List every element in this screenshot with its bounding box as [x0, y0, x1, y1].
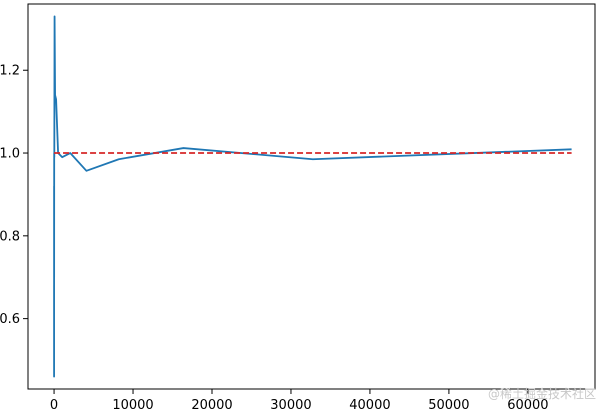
x-tick-label: 40000 — [349, 398, 390, 413]
x-axis: 0 10000 20000 30000 40000 50000 60000 — [50, 389, 549, 413]
series-layer — [53, 15, 572, 378]
series-line — [53, 15, 572, 378]
watermark: @稀土掘金技术社区 — [487, 387, 596, 401]
y-tick-label: 1.0 — [0, 147, 20, 162]
x-tick-label: 10000 — [112, 398, 153, 413]
plot-area — [27, 3, 596, 390]
x-tick-label: 60000 — [507, 398, 548, 413]
y-axis: 0.6 0.8 1.0 1.2 — [0, 64, 28, 327]
x-tick-label: 20000 — [191, 398, 232, 413]
x-tick-label: 30000 — [270, 398, 311, 413]
x-tick-label: 0 — [50, 398, 58, 413]
y-tick-label: 0.8 — [0, 229, 20, 244]
x-tick-label: 50000 — [428, 398, 469, 413]
y-tick-label: 0.6 — [0, 312, 20, 327]
y-tick-label: 1.2 — [0, 64, 20, 79]
